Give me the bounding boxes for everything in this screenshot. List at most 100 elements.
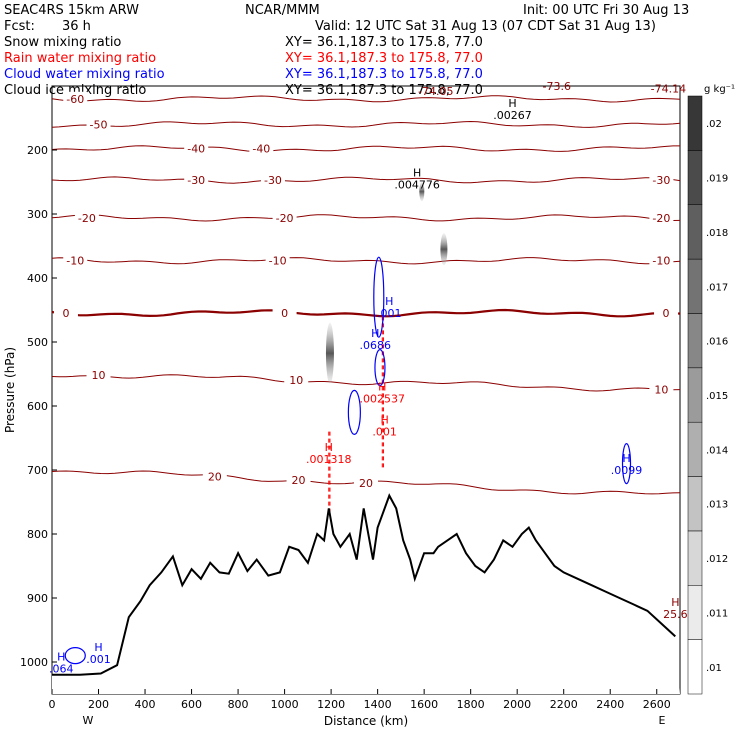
extremum-marker: H [413, 167, 421, 180]
contour-label--50: -50 [90, 118, 108, 131]
y-tick-label-1000: 1000 [20, 656, 48, 669]
init-time: Init: 00 UTC Fri 30 Aug 13 [523, 3, 689, 18]
contour-label-bg [184, 173, 209, 186]
x-tick-label-2000: 2000 [503, 698, 531, 711]
field-name-snow: Snow mixing ratio [4, 35, 121, 50]
colorbar-label: .014 [706, 445, 728, 456]
east-label: E [659, 714, 666, 727]
ice-plume-2 [419, 182, 425, 202]
colorbar-label: .02 [706, 119, 722, 130]
extremum-value: 25.6 [663, 608, 688, 621]
contour-label-bg [649, 382, 674, 395]
terrain-mask [52, 495, 680, 694]
mixing-ratio-features [64, 182, 632, 665]
colorbar-label: .017 [706, 282, 728, 293]
x-tick-label-1600: 1600 [410, 698, 438, 711]
colorbar-segment-1 [687, 585, 703, 640]
x-tick-label-2200: 2200 [550, 698, 578, 711]
cloud-water-contour-2 [374, 349, 386, 387]
contour-label--10: -10 [269, 255, 287, 268]
extremum-marker: H [671, 596, 679, 609]
contour-label-bg [354, 475, 378, 488]
forecast-label: Fcst: [4, 19, 35, 34]
contour-label-0: 0 [663, 307, 670, 320]
field-xy-snow: XY= 36.1,187.3 to 175.8, 77.0 [285, 35, 483, 50]
contour-label-bg [202, 469, 227, 482]
x-tick-label-1400: 1400 [364, 698, 392, 711]
field-name-cloud-ice: Cloud ice mixing ratio [4, 83, 146, 98]
contour-line--20 [51, 214, 681, 222]
terrain-line [52, 493, 676, 676]
contour-label--10: -10 [652, 255, 670, 268]
colorbar-unit: g kg⁻¹ [704, 84, 735, 95]
extremum-marker: H [378, 380, 386, 393]
colorbar-label: .015 [706, 391, 728, 402]
extremum-marker: H [385, 295, 393, 308]
extremum-value: .001318 [306, 453, 352, 466]
extremum-value: .001 [377, 307, 402, 320]
field-xy-cloud-ice: XY= 36.1,187.3 to 175.8, 77.0 [285, 83, 483, 98]
ice-plume-1 [440, 233, 448, 266]
ice-plume-0 [325, 322, 334, 384]
x-tick-label-1800: 1800 [457, 698, 485, 711]
extremum-value: .001 [372, 426, 397, 439]
colorbar-segment-6 [687, 313, 703, 369]
field-xy-rain: XY= 36.1,187.3 to 175.8, 77.0 [285, 51, 483, 66]
extremum-value: .0686 [360, 339, 392, 352]
x-tick-label-2400: 2400 [596, 698, 624, 711]
contour-label--30: -30 [264, 174, 282, 187]
colorbar-segment-9 [687, 150, 703, 205]
contour-label-bg [63, 91, 88, 104]
contour-label--10: -10 [66, 255, 84, 268]
colorbar-label: .013 [706, 500, 728, 511]
x-tick-label-400: 400 [135, 698, 156, 711]
contour-label-bg [53, 306, 78, 319]
colorbar-segment-8 [687, 204, 703, 260]
contour-label-10: 10 [92, 369, 106, 382]
y-tick-label-800: 800 [27, 528, 48, 541]
contour-label-10: 10 [654, 384, 668, 397]
contour-label-bg [272, 306, 297, 319]
extremum-marker: H [325, 441, 333, 454]
y-tick-label-300: 300 [27, 208, 48, 221]
contour-label--40: -40 [187, 143, 205, 156]
y-tick-label-200: 200 [27, 144, 48, 157]
y-axis-label: Pressure (hPa) [3, 347, 17, 433]
contour-label-bg [286, 473, 311, 486]
contour-label--20: -20 [78, 212, 96, 225]
figure-header: SEAC4RS 15km ARW NCAR/MMM Init: 00 UTC F… [4, 3, 689, 98]
colorbar-segment-4 [687, 421, 703, 477]
contour-label-bg [63, 253, 88, 266]
cloud-water-contour-3 [621, 443, 632, 485]
y-tick-label-400: 400 [27, 272, 48, 285]
colorbar-segment-2 [687, 530, 703, 586]
terrain [52, 493, 680, 694]
contour-line--10 [51, 257, 681, 265]
contour-label--30: -30 [187, 174, 205, 187]
x-tick-label-0: 0 [49, 698, 56, 711]
y-tick-label-600: 600 [27, 400, 48, 413]
x-tick-label-600: 600 [181, 698, 202, 711]
y-tick-label-500: 500 [27, 336, 48, 349]
west-label: W [83, 714, 94, 727]
extremum-value: .064 [49, 662, 74, 675]
colorbar-label: .018 [706, 228, 728, 239]
colorbar-label: .019 [706, 174, 728, 185]
contour-label-bg [260, 173, 285, 186]
extrema-labels: H.00267H.004776H.001H.0686H.002537H.001H… [49, 80, 688, 675]
contour-line--60 [51, 95, 681, 103]
contour-label--20: -20 [652, 212, 670, 225]
colorbar-label: .012 [706, 554, 728, 565]
colorbar-segment-10 [687, 95, 703, 151]
contour-label--30: -30 [652, 174, 670, 187]
extremum-value: -73.6 [542, 80, 570, 93]
field-name-cloud-water: Cloud water mixing ratio [4, 67, 165, 82]
contour-label-bg [649, 210, 674, 223]
extremum-value: -74.05 [418, 85, 453, 98]
field-name-rain: Rain water mixing ratio [4, 51, 156, 66]
contour-label-0: 0 [281, 307, 288, 320]
contour-label--20: -20 [276, 212, 294, 225]
contour-label-20: 20 [359, 477, 373, 490]
extremum-marker: H [57, 650, 65, 663]
